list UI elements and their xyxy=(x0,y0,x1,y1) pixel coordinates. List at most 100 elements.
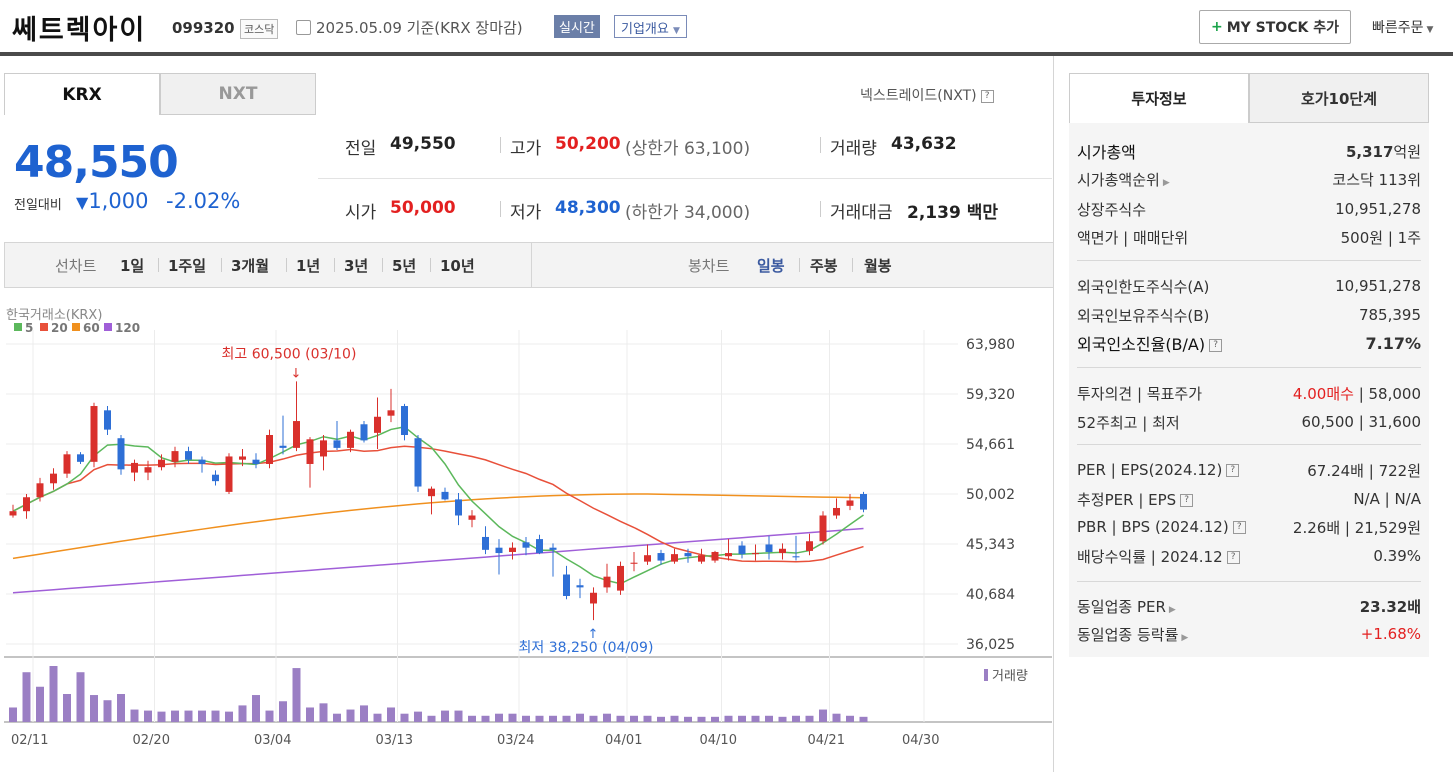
w52-value: 60,500 | 31,600 xyxy=(1301,413,1421,431)
divider xyxy=(286,258,287,272)
x-tick-label: 04/21 xyxy=(808,733,845,748)
volume-bar xyxy=(495,713,503,722)
nxt-link[interactable]: 넥스트레이드(NXT)? xyxy=(860,85,994,105)
opinion-value: 4.00매수 | 58,000 xyxy=(1293,383,1421,404)
candle-body xyxy=(833,507,840,516)
candle-body xyxy=(806,541,813,551)
sector-change-value: +1.68% xyxy=(1360,625,1421,643)
volume-bar xyxy=(508,713,517,722)
period-daily[interactable]: 일봉 xyxy=(757,257,785,275)
sector-per-value: 23.32배 xyxy=(1359,597,1421,616)
my-stock-label: MY STOCK 추가 xyxy=(1226,20,1339,36)
x-tick-label: 04/01 xyxy=(605,733,642,748)
candle-body xyxy=(617,565,624,591)
volume-bar xyxy=(657,716,665,722)
period-weekly[interactable]: 주봉 xyxy=(810,257,838,275)
divider xyxy=(1077,444,1421,445)
top-bar xyxy=(0,0,1453,56)
divider xyxy=(1077,581,1421,582)
tab-hoga-10[interactable]: 호가10단계 xyxy=(1249,73,1429,123)
divider xyxy=(531,243,532,287)
volume-bar xyxy=(373,713,382,722)
prev-value: 49,550 xyxy=(390,134,456,154)
candle-body xyxy=(846,500,854,506)
volume-bar xyxy=(387,707,395,722)
row-dividend: 배당수익률 | 2024.12? 0.39% xyxy=(1077,543,1421,569)
x-tick-label: 03/04 xyxy=(254,733,291,748)
y-tick-label: 36,025 xyxy=(966,637,1015,653)
target-price: | 58,000 xyxy=(1353,384,1421,403)
per-text: PER | EPS(2024.12) xyxy=(1077,461,1223,479)
period-5y[interactable]: 5년 xyxy=(392,257,417,275)
volume-bar xyxy=(238,705,247,722)
candle-body xyxy=(374,416,381,433)
face-label: 액면가 | 매매단위 xyxy=(1077,228,1189,247)
candle-body xyxy=(50,473,57,484)
corp-info-dropdown[interactable]: 기업개요 ▼ xyxy=(614,15,687,38)
sector-change-label: 동일업종 등락률 ▶ xyxy=(1077,624,1188,645)
period-3y[interactable]: 3년 xyxy=(344,257,369,275)
foreign-hold-value: 785,395 xyxy=(1358,306,1421,324)
y-tick-label: 40,684 xyxy=(966,587,1015,603)
realtime-button[interactable]: 실시간 xyxy=(554,15,600,38)
volume-bar xyxy=(697,716,706,722)
volume-bar xyxy=(778,716,787,722)
volume-bar xyxy=(724,715,733,722)
y-tick-label: 45,343 xyxy=(966,537,1015,553)
quick-order-dropdown[interactable]: 빠른주문 ▼ xyxy=(1372,17,1433,37)
period-3m[interactable]: 3개월 xyxy=(231,257,270,275)
period-1w[interactable]: 1주일 xyxy=(168,257,207,275)
candle-body xyxy=(144,467,152,473)
candle-body xyxy=(711,551,719,561)
volume-bar xyxy=(832,713,841,722)
divider xyxy=(221,258,222,272)
sector-per-label: 동일업종 PER ▶ xyxy=(1077,596,1176,617)
legend-label: 120 xyxy=(115,321,140,335)
period-10y[interactable]: 10년 xyxy=(440,257,475,275)
legend-swatch xyxy=(14,323,22,331)
help-icon[interactable]: ? xyxy=(980,89,994,103)
tab-krx[interactable]: KRX xyxy=(4,73,160,115)
help-icon[interactable]: ? xyxy=(1180,493,1194,507)
volume-bar xyxy=(144,710,152,722)
period-1d[interactable]: 1일 xyxy=(120,257,145,275)
candle-body xyxy=(360,424,368,441)
my-stock-button[interactable]: + MY STOCK 추가 xyxy=(1199,10,1351,44)
row-sector-per[interactable]: 동일업종 PER ▶ 23.32배 xyxy=(1077,593,1421,619)
divider xyxy=(430,258,431,272)
tab-nxt[interactable]: NXT xyxy=(160,73,316,115)
row-market-cap: 시가총액 5,317억원 xyxy=(1077,138,1421,164)
volume-bar xyxy=(117,694,125,722)
line-chart-label: 선차트 xyxy=(55,257,97,275)
chart-title: 한국거래소(KRX) xyxy=(6,308,102,323)
row-cap-rank[interactable]: 시가총액순위 ▶ 코스닥 113위 xyxy=(1077,166,1421,192)
tab-invest-info[interactable]: 투자정보 xyxy=(1069,73,1249,123)
help-icon[interactable]: ? xyxy=(1209,339,1223,352)
ma20-line xyxy=(12,445,864,563)
volume-bar xyxy=(684,716,692,722)
row-foreign-limit: 외국인한도주식수(A) 10,951,278 xyxy=(1077,273,1421,299)
period-1y[interactable]: 1년 xyxy=(296,257,321,275)
w52-label: 52주최고 | 최저 xyxy=(1077,413,1180,432)
market-cap-value: 5,317억원 xyxy=(1346,141,1421,162)
candle-chart-label: 봉차트 xyxy=(688,257,730,275)
row-sector-change[interactable]: 동일업종 등락률 ▶ +1.68% xyxy=(1077,621,1421,647)
foreign-ratio-value: 7.17% xyxy=(1365,333,1421,353)
legend-label: 20 xyxy=(51,321,68,335)
volume-bar xyxy=(333,713,341,722)
candle-body xyxy=(320,440,327,457)
quick-order-label: 빠른주문 xyxy=(1372,20,1424,36)
chart-background xyxy=(4,300,1052,770)
help-icon[interactable]: ? xyxy=(1226,550,1240,564)
volume-bar xyxy=(360,705,368,722)
help-icon[interactable]: ? xyxy=(1226,464,1240,477)
volume-bar xyxy=(36,686,44,722)
candle-body xyxy=(306,439,314,464)
candle-body xyxy=(536,539,543,554)
help-icon[interactable]: ? xyxy=(1232,521,1246,534)
candle-body xyxy=(9,511,17,516)
nxt-link-label: 넥스트레이드(NXT) xyxy=(860,88,977,104)
period-monthly[interactable]: 월봉 xyxy=(864,257,892,275)
volume-bar xyxy=(346,709,355,722)
candle-body xyxy=(171,451,179,462)
